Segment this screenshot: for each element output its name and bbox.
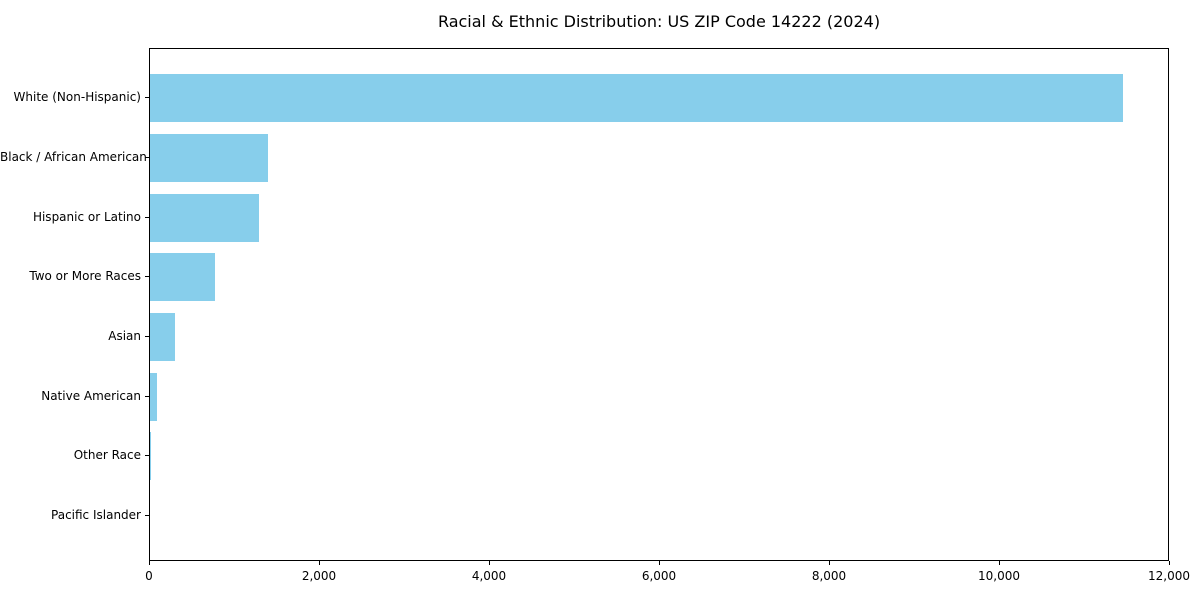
x-tick-mark (1168, 561, 1170, 565)
bar-white-non-hispanic (150, 74, 1124, 123)
x-tick-mark (318, 561, 320, 565)
x-tick-label-0: 0 (145, 569, 153, 583)
bar-other-race (150, 432, 152, 481)
y-tick-mark (145, 156, 149, 158)
x-tick-label-6000: 6,000 (641, 569, 677, 583)
x-tick-mark (658, 561, 660, 565)
y-tick-mark (145, 216, 149, 218)
x-tick-label-4000: 4,000 (471, 569, 507, 583)
y-tick-label-black-african-american: Black / African American (0, 149, 147, 164)
bar-native-american (150, 372, 157, 421)
x-tick-label-12000: 12,000 (1148, 569, 1190, 583)
x-tick-mark (828, 561, 830, 565)
x-tick-mark (998, 561, 1000, 565)
chart-title: Racial & Ethnic Distribution: US ZIP Cod… (437, 12, 881, 31)
x-tick-mark (488, 561, 490, 565)
y-tick-mark (145, 514, 149, 516)
bar-asian (150, 312, 175, 361)
bar-black-african-american (150, 133, 268, 182)
y-tick-mark (145, 335, 149, 337)
y-tick-mark (145, 97, 149, 99)
bar-hispanic-or-latino (150, 193, 259, 242)
x-tick-label-2000: 2,000 (301, 569, 337, 583)
bar-two-or-more-races (150, 253, 216, 302)
y-tick-label-two-or-more-races: Two or More Races (29, 269, 141, 284)
plot-area (149, 48, 1169, 561)
y-tick-label-white-non-hispanic: White (Non-Hispanic) (13, 90, 141, 105)
y-tick-mark (145, 276, 149, 278)
x-tick-label-10000: 10,000 (978, 569, 1020, 583)
y-tick-label-other-race: Other Race (73, 448, 141, 463)
y-tick-label-native-american: Native American (41, 388, 141, 403)
y-tick-label-pacific-islander: Pacific Islander (51, 507, 141, 522)
y-tick-mark (145, 455, 149, 457)
x-tick-mark (148, 561, 150, 565)
y-tick-mark (145, 395, 149, 397)
x-tick-label-8000: 8,000 (811, 569, 847, 583)
y-tick-label-asian: Asian (108, 328, 141, 343)
y-tick-label-hispanic-or-latino: Hispanic or Latino (32, 209, 141, 224)
